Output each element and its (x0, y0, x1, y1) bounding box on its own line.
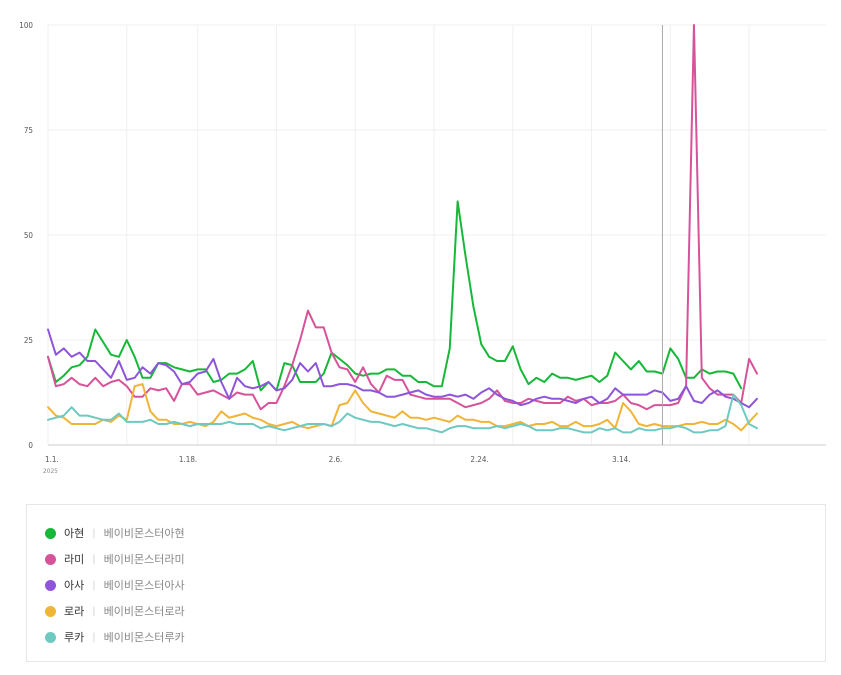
series-line-4 (47, 393, 758, 434)
horizontal-gridlines (48, 24, 826, 446)
legend-separator: | (92, 605, 96, 617)
y-tick-label: 50 (24, 231, 34, 240)
legend: 아현 | 베이비몬스터아현 라미 | 베이비몬스터라미 아사 | 베이비몬스터아… (26, 504, 826, 662)
legend-separator: | (92, 631, 96, 643)
legend-series-name: 로라 (64, 605, 85, 618)
x-axis-ticks: 1.1. 2025 1.18. 2.6. 2.24. 3.14. (43, 455, 630, 475)
legend-series-fullname: 베이비몬스터아현 (103, 527, 185, 540)
x-tick-sublabel: 2025 (43, 467, 58, 475)
x-tick-label: 1.1. (45, 455, 59, 464)
legend-series-name: 아사 (64, 579, 85, 592)
x-tick-label: 1.18. (179, 455, 197, 464)
legend-dot (45, 527, 56, 539)
legend-separator: | (92, 553, 96, 565)
legend-item-asa[interactable]: 아사 | 베이비몬스터아사 (45, 572, 185, 598)
series-line-3 (47, 383, 758, 432)
x-tick-label: 2.6. (329, 455, 343, 464)
y-tick-label: 75 (24, 126, 33, 135)
y-tick-label: 0 (28, 441, 33, 450)
legend-series-fullname: 베이비몬스터라미 (103, 553, 185, 566)
legend-series-fullname: 베이비몬스터루카 (103, 631, 185, 644)
y-tick-label: 25 (24, 336, 33, 345)
legend-dot (45, 605, 56, 617)
legend-series-fullname: 베이비몬스터아사 (103, 579, 185, 592)
y-tick-label: 100 (19, 21, 33, 30)
legend-item-rora[interactable]: 로라 | 베이비몬스터로라 (45, 598, 185, 624)
line-chart: 0 25 50 75 100 1.1. 2025 1.18. 2.6. 2.24. 3.14. (19, 21, 826, 475)
legend-dot (45, 553, 56, 565)
legend-item-ruka[interactable]: 루카 | 베이비몬스터루카 (45, 624, 185, 650)
legend-series-fullname: 베이비몬스터로라 (103, 605, 185, 618)
legend-item-rami[interactable]: 라미 | 베이비몬스터라미 (45, 546, 185, 572)
legend-separator: | (92, 579, 96, 591)
series-line-1 (47, 24, 758, 411)
legend-series-name: 아현 (64, 527, 85, 540)
series-lines (47, 24, 758, 434)
legend-list: 아현 | 베이비몬스터아현 라미 | 베이비몬스터라미 아사 | 베이비몬스터아… (45, 520, 185, 650)
legend-separator: | (92, 527, 96, 539)
legend-dot (45, 579, 56, 591)
x-tick-label: 2.24. (470, 455, 488, 464)
legend-series-name: 루카 (64, 631, 85, 644)
x-tick-label: 3.14. (612, 455, 630, 464)
legend-series-name: 라미 (64, 553, 85, 566)
series-line-2 (47, 328, 758, 409)
series-line-0 (47, 200, 743, 392)
legend-item-ahyeon[interactable]: 아현 | 베이비몬스터아현 (45, 520, 185, 546)
y-axis-ticks: 0 25 50 75 100 (19, 21, 33, 450)
legend-dot (45, 631, 56, 643)
